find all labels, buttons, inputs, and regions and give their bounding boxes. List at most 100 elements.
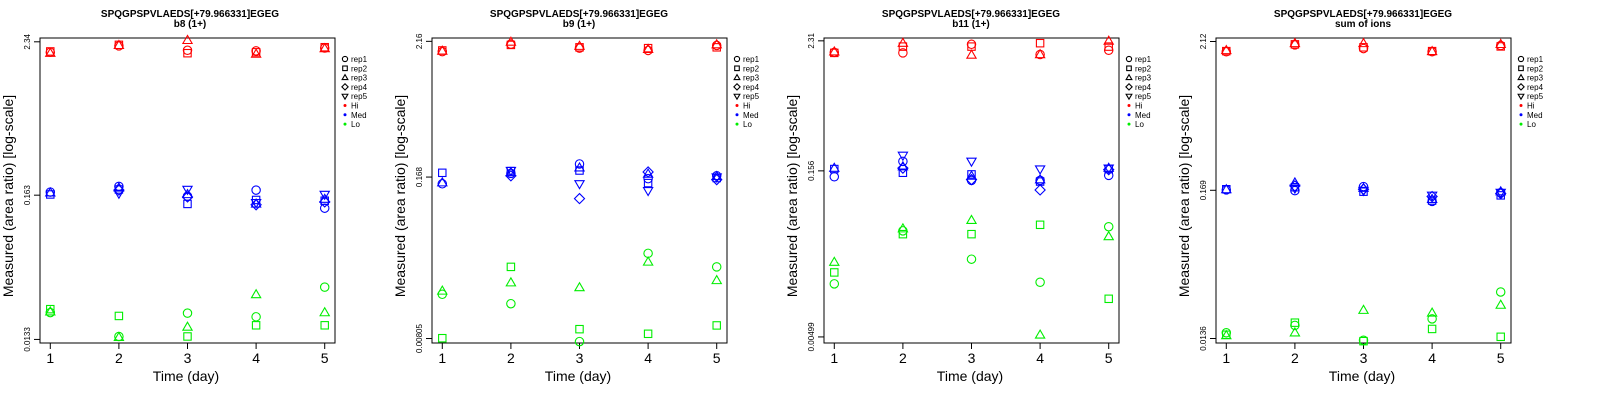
chart-subtitle: b11 (1+) (952, 19, 990, 30)
data-point-med-rep4-day2 (1289, 180, 1301, 192)
legend-symbol-lo (1519, 122, 1523, 126)
legend-label-rep3: rep3 (743, 74, 760, 83)
legend-symbol-rep1 (1517, 55, 1525, 63)
data-point-lo-rep2-day4 (1035, 220, 1045, 230)
data-point-hi-rep3-day2 (113, 39, 125, 50)
legend-label-rep4: rep4 (1527, 83, 1544, 92)
data-point-med-rep5-day5 (1495, 188, 1507, 199)
legend-label-rep3: rep3 (1527, 74, 1544, 83)
x-tick-label: 2 (507, 350, 515, 366)
data-point-lo-rep2-day5 (320, 321, 329, 330)
data-point-lo-rep3-day1 (828, 256, 840, 266)
data-point-lo-rep2-day5 (1104, 294, 1113, 304)
data-point-lo-rep2-day5 (1496, 332, 1505, 342)
x-tick-label: 2 (1291, 350, 1299, 366)
y-tick-label: 2.34 (23, 33, 32, 49)
data-point-med-rep3-day5 (319, 193, 331, 203)
data-point-lo-rep1-day4 (1035, 277, 1045, 288)
legend-symbol-rep3 (1517, 73, 1525, 81)
legend-label-rep2: rep2 (351, 64, 368, 73)
x-tick-label: 5 (1105, 350, 1113, 366)
data-point-med-rep4-day2 (505, 169, 517, 182)
data-point-hi-rep2-day5 (1104, 42, 1113, 51)
chart-panel-4: SPQGPSPVLAEDS[+79.966331]EGEG sum of ion… (1176, 9, 1544, 384)
legend-symbol-rep3 (733, 73, 741, 81)
legend-label-rep5: rep5 (1527, 92, 1544, 101)
x-tick-label: 3 (1360, 350, 1368, 366)
data-point-lo-rep3-day2 (897, 222, 909, 233)
data-point-lo-rep3-day3 (181, 321, 194, 331)
data-point-med-rep5-day4 (1034, 165, 1046, 175)
data-point-lo-rep3-day4 (1034, 329, 1046, 339)
data-point-lo-rep3-day4 (250, 288, 262, 299)
legend-symbol-rep2 (1126, 65, 1132, 72)
data-point-med-rep1-day5 (319, 203, 330, 213)
legend-label-rep5: rep5 (743, 92, 760, 101)
data-point-med-rep2-day1 (438, 168, 447, 178)
data-point-lo-rep2-day4 (1427, 324, 1437, 334)
data-point-lo-rep3-day2 (505, 276, 517, 287)
legend-symbol-lo (343, 122, 347, 126)
data-point-lo-rep2-day5 (712, 321, 721, 330)
legend-symbol-lo (1127, 122, 1131, 126)
x-tick-label: 2 (115, 350, 123, 366)
data-point-hi-rep3-day3 (1357, 37, 1370, 48)
y-tick-label: 0.156 (807, 160, 816, 181)
legend-symbol-hi (1127, 104, 1131, 107)
data-point-lo-rep3-day1 (44, 305, 56, 316)
legend-symbol-rep4 (733, 83, 741, 91)
data-point-lo-rep1-day2 (506, 298, 516, 309)
legend-label-med: Med (1135, 111, 1151, 120)
data-point-lo-rep2-day2 (114, 311, 124, 321)
y-tick-label: 0.00499 (807, 322, 816, 351)
data-point-med-rep2-day3 (183, 199, 192, 209)
chart-panel-1: SPQGPSPVLAEDS[+79.966331]EGEG b8 (1+) 1 2… (0, 9, 368, 384)
data-point-hi-rep1-day2 (898, 48, 908, 58)
data-point-hi-rep3-day2 (505, 36, 517, 46)
x-axis-label: Time (day) (1329, 368, 1395, 384)
data-point-med-rep5-day3 (181, 185, 194, 196)
x-tick-label: 1 (830, 350, 838, 366)
legend-symbol-rep2 (734, 65, 740, 72)
data-point-lo-rep1-day3 (966, 254, 977, 264)
legend-symbol-med (735, 113, 739, 117)
chart-title: SPQGPSPVLAEDS[+79.966331]EGEG (882, 9, 1060, 20)
legend-symbol-rep1 (341, 55, 349, 63)
legend-symbol-hi (735, 104, 739, 107)
x-tick-label: 4 (644, 350, 652, 366)
y-tick-label: 0.163 (23, 185, 32, 206)
data-point-lo-rep1-day3 (182, 308, 193, 318)
data-point-lo-rep3-day1 (436, 285, 448, 295)
data-point-med-rep3-day3 (965, 170, 978, 180)
data-point-med-rep5-day3 (573, 180, 586, 190)
data-point-lo-rep3-day5 (1103, 230, 1115, 241)
legend-label-hi: Hi (351, 102, 359, 111)
data-point-med-rep1-day1 (437, 179, 448, 189)
x-tick-label: 3 (968, 350, 976, 366)
legend-label-rep1: rep1 (1527, 55, 1544, 64)
data-point-med-rep5-day5 (711, 173, 723, 183)
data-point-lo-rep1-day5 (1495, 287, 1506, 297)
x-tick-label: 2 (899, 350, 907, 366)
data-point-med-rep1-day4 (643, 173, 653, 184)
data-marks (1220, 37, 1507, 346)
data-point-med-rep3-day4 (1034, 173, 1046, 184)
data-point-lo-rep1-day4 (1427, 314, 1437, 324)
chart-subtitle: sum of ions (1335, 19, 1392, 30)
legend-symbol-rep2 (1518, 65, 1524, 72)
data-point-hi-rep2-day3 (183, 48, 192, 58)
data-point-lo-rep3-day4 (1426, 307, 1438, 317)
data-point-hi-rep3-day3 (181, 34, 194, 45)
legend-symbol-rep5 (1125, 93, 1133, 101)
legend-label-rep4: rep4 (1135, 83, 1152, 92)
data-point-med-rep4-day4 (250, 198, 262, 211)
chart-title: SPQGPSPVLAEDS[+79.966331]EGEG (1274, 9, 1452, 20)
legend-symbol-med (343, 113, 347, 117)
legend-symbol-rep4 (341, 83, 349, 91)
data-point-med-rep4-day3 (181, 191, 194, 203)
legend-label-lo: Lo (743, 120, 752, 129)
data-point-hi-rep3-day4 (642, 43, 654, 53)
data-point-lo-rep2-day2 (898, 229, 908, 239)
